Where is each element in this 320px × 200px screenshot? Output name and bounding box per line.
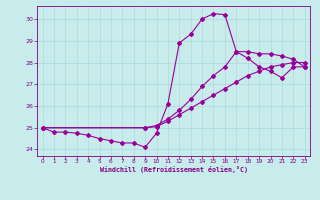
X-axis label: Windchill (Refroidissement éolien,°C): Windchill (Refroidissement éolien,°C) <box>100 166 248 173</box>
